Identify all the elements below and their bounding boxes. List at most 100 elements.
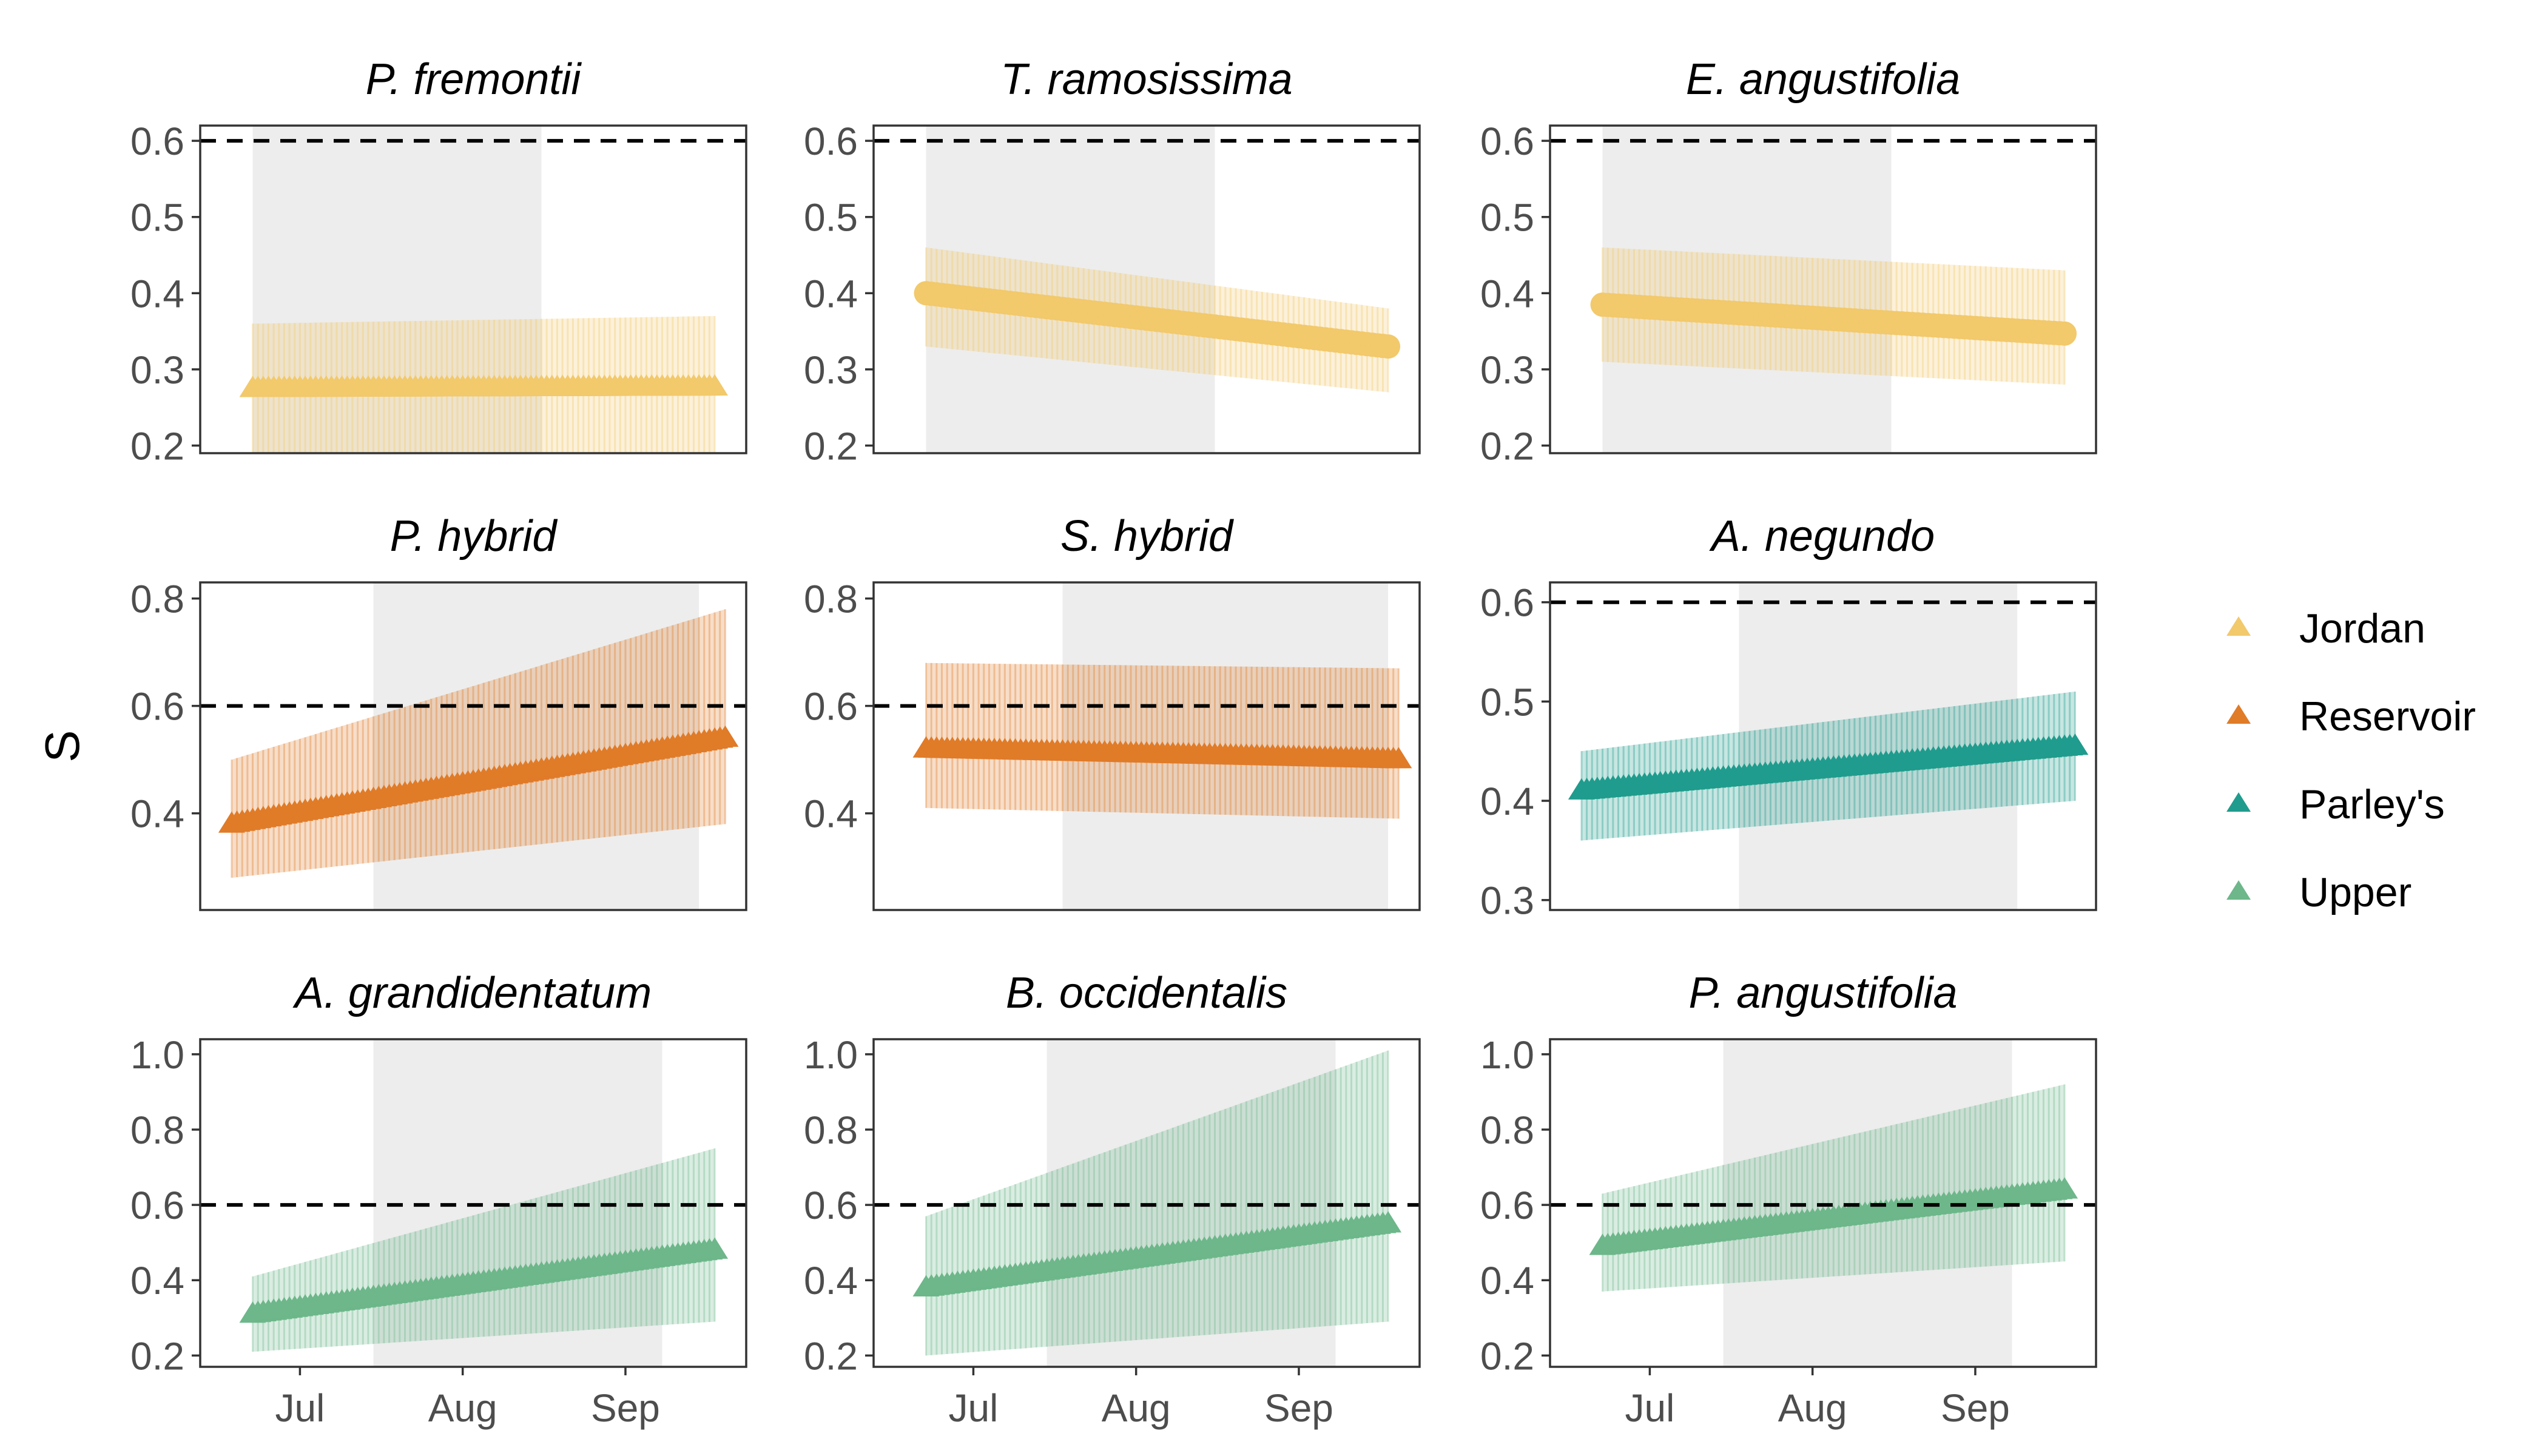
error-bars — [925, 662, 1400, 819]
series-markers — [912, 736, 1412, 769]
y-tick-label: 0.6 — [130, 120, 184, 163]
panel: S. hybrid 0.4 0.6 0.8 — [804, 512, 1421, 911]
y-tick-label: 0.6 — [1480, 581, 1534, 625]
legend-item: Jordan — [2226, 605, 2425, 652]
plot-area — [874, 582, 1420, 910]
y-tick-label: 0.8 — [130, 1108, 184, 1152]
y-tick-label: 0.4 — [804, 1259, 858, 1303]
data-point — [1375, 1211, 1402, 1233]
y-tick-label: 0.4 — [804, 272, 858, 315]
y-tick-label: 0.6 — [1480, 1184, 1534, 1227]
y-tick-label: 0.2 — [1480, 424, 1534, 468]
series-markers — [912, 1211, 1402, 1296]
panel-title: T. ramosissima — [1000, 55, 1292, 104]
series-markers — [239, 1237, 729, 1323]
y-tick-label: 0.3 — [1480, 879, 1534, 923]
y-tick-label: 1.0 — [804, 1033, 858, 1077]
legend: Jordan Reservoir Parley's Upper — [2226, 605, 2476, 915]
data-point — [712, 725, 739, 747]
series-markers — [914, 281, 1401, 359]
shaded-period — [252, 126, 542, 453]
plot-area — [200, 126, 746, 453]
panel: T. ramosissima 0.2 0.3 0.4 0.5 0.6 — [804, 55, 1421, 468]
y-tick-label: 0.5 — [1480, 680, 1534, 724]
y-tick-label: 1.0 — [130, 1033, 184, 1077]
legend-label: Reservoir — [2299, 693, 2476, 740]
y-tick-label: 0.3 — [130, 348, 184, 392]
legend-key-triangle — [2226, 792, 2251, 812]
panel: P. angustifolia 0.2 0.4 0.6 0.8 1.0 Jul Aug Sep — [1480, 969, 2097, 1430]
y-axis-label: S — [35, 730, 89, 762]
data-point — [701, 374, 729, 396]
shaded-period — [373, 1039, 662, 1367]
y-tick-label: 0.6 — [804, 120, 858, 163]
x-tick-label: Aug — [1778, 1386, 1847, 1430]
y-tick-label: 0.4 — [130, 792, 184, 836]
legend-key-triangle — [2226, 704, 2251, 724]
panel-frame — [872, 1038, 1421, 1368]
data-point — [701, 1237, 729, 1259]
y-tick-label: 0.2 — [130, 1334, 184, 1378]
panel-frame — [199, 124, 747, 454]
panel-title: S. hybrid — [1060, 512, 1234, 561]
panel: P. fremontii 0.2 0.3 0.4 0.5 0.6 — [130, 55, 747, 468]
shaded-period — [1602, 126, 1892, 453]
y-tick-label: 0.4 — [804, 792, 858, 836]
panel: A. negundo 0.3 0.4 0.5 0.6 — [1480, 512, 2097, 923]
series-markers — [218, 725, 739, 833]
panel: E. angustifolia 0.2 0.3 0.4 0.5 0.6 — [1480, 55, 2097, 468]
y-tick-label: 0.4 — [130, 272, 184, 315]
x-tick-label: Aug — [428, 1386, 497, 1430]
legend-key-triangle — [2226, 880, 2251, 900]
shaded-period — [1046, 1039, 1336, 1367]
y-tick-label: 0.2 — [1480, 1334, 1534, 1378]
x-tick-label: Sep — [591, 1386, 660, 1430]
panel-title: E. angustifolia — [1686, 55, 1960, 104]
series-markers — [239, 374, 729, 397]
y-tick-label: 0.6 — [130, 685, 184, 729]
x-tick-label: Sep — [1264, 1386, 1333, 1430]
legend-item: Upper — [2226, 869, 2412, 915]
data-point — [2052, 321, 2077, 346]
panel-title: P. fremontii — [366, 55, 582, 104]
panel-title: B. occidentalis — [1006, 969, 1287, 1017]
plot-area — [1550, 1039, 2096, 1367]
panel-title: A. negundo — [1709, 512, 1935, 561]
plot-area — [874, 126, 1420, 453]
y-tick-label: 0.6 — [804, 685, 858, 729]
panel-title: P. angustifolia — [1688, 969, 1957, 1017]
panel-frame — [872, 124, 1421, 454]
y-tick-label: 0.5 — [130, 196, 184, 240]
plot-area — [200, 582, 746, 910]
x-tick-label: Sep — [1941, 1386, 2010, 1430]
y-tick-label: 0.4 — [1480, 272, 1534, 315]
panel: P. hybrid 0.4 0.6 0.8 — [130, 512, 747, 911]
y-tick-label: 0.4 — [1480, 1259, 1534, 1303]
series-markers — [1568, 733, 2089, 800]
data-point — [2051, 1177, 2078, 1199]
y-tick-label: 0.4 — [1480, 780, 1534, 823]
panel-frame — [199, 581, 747, 911]
y-tick-label: 0.6 — [130, 1184, 184, 1227]
legend-item: Reservoir — [2226, 693, 2476, 740]
plot-area — [200, 1039, 746, 1367]
legend-key-triangle — [2226, 616, 2251, 636]
plot-area — [1550, 126, 2096, 453]
panel-frame — [1549, 581, 2097, 911]
panel-frame — [1549, 1038, 2097, 1368]
x-tick-label: Jul — [275, 1386, 325, 1430]
y-tick-label: 0.2 — [804, 424, 858, 468]
y-tick-label: 0.8 — [804, 578, 858, 621]
panel-frame — [199, 1038, 747, 1368]
y-tick-label: 0.8 — [1480, 1108, 1534, 1152]
legend-label: Parley's — [2299, 781, 2445, 827]
panel-title: P. hybrid — [390, 512, 558, 561]
y-tick-label: 0.4 — [130, 1259, 184, 1303]
y-tick-label: 0.8 — [804, 1108, 858, 1152]
legend-label: Upper — [2299, 869, 2412, 915]
plot-area — [874, 1039, 1420, 1367]
panel: B. occidentalis 0.2 0.4 0.6 0.8 1.0 Jul Aug Sep — [804, 969, 1421, 1430]
panel: A. grandidentatum 0.2 0.4 0.6 0.8 1.0 Jul Aug Se… — [130, 969, 747, 1430]
panel-frame — [872, 581, 1421, 911]
